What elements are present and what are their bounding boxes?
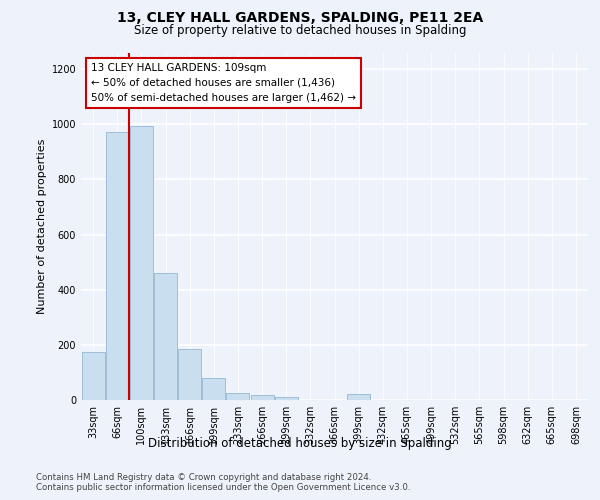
- Bar: [202, 378, 225, 400]
- Bar: [275, 396, 298, 400]
- Bar: [178, 349, 201, 400]
- Bar: [130, 126, 153, 400]
- Text: 13 CLEY HALL GARDENS: 109sqm
← 50% of detached houses are smaller (1,436)
50% of: 13 CLEY HALL GARDENS: 109sqm ← 50% of de…: [91, 63, 356, 102]
- Bar: [106, 132, 128, 400]
- Bar: [154, 273, 177, 400]
- Bar: [347, 394, 370, 400]
- Text: Contains HM Land Registry data © Crown copyright and database right 2024.
Contai: Contains HM Land Registry data © Crown c…: [36, 472, 410, 492]
- Y-axis label: Number of detached properties: Number of detached properties: [37, 138, 47, 314]
- Text: Distribution of detached houses by size in Spalding: Distribution of detached houses by size …: [148, 438, 452, 450]
- Bar: [82, 352, 104, 400]
- Bar: [251, 395, 274, 400]
- Bar: [226, 393, 250, 400]
- Text: Size of property relative to detached houses in Spalding: Size of property relative to detached ho…: [134, 24, 466, 37]
- Text: 13, CLEY HALL GARDENS, SPALDING, PE11 2EA: 13, CLEY HALL GARDENS, SPALDING, PE11 2E…: [117, 11, 483, 25]
